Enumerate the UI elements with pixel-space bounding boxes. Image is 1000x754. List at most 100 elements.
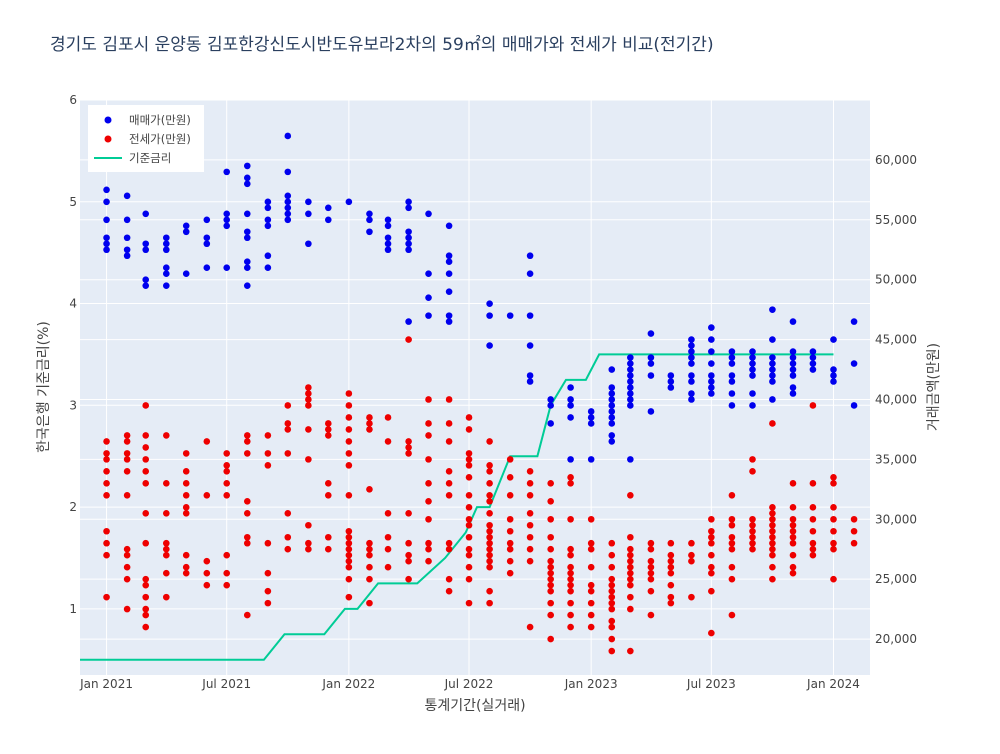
jeonse-point: [142, 605, 150, 613]
jeonse-point: [182, 450, 190, 457]
jeonse-point: [728, 521, 736, 529]
jeonse-point: [384, 509, 392, 517]
jeonse-point: [547, 480, 554, 487]
jeonse-point: [506, 569, 514, 577]
sale-point: [587, 408, 595, 415]
sale-point: [366, 228, 373, 236]
legend-label-jeonse: 전세가(만원): [129, 132, 191, 146]
sale-point: [243, 180, 251, 188]
sale-point: [405, 234, 412, 242]
sale-point: [445, 222, 453, 230]
jeonse-point: [345, 575, 353, 583]
jeonse-point: [547, 581, 554, 589]
sale-point: [384, 234, 392, 242]
y-right-tick-label: 25,000: [875, 572, 917, 586]
sale-point: [627, 354, 634, 361]
jeonse-point: [708, 533, 715, 541]
jeonse-point: [264, 539, 272, 547]
jeonse-point: [345, 551, 353, 559]
sale-point: [789, 390, 797, 397]
jeonse-point: [769, 545, 776, 553]
jeonse-point: [526, 468, 534, 475]
jeonse-point: [667, 599, 675, 607]
jeonse-point: [667, 557, 675, 565]
jeonse-point: [486, 521, 493, 529]
sale-point: [769, 372, 776, 379]
sale-point: [243, 258, 251, 266]
jeonse-point: [486, 438, 493, 445]
jeonse-point: [465, 551, 473, 559]
jeonse-point: [749, 515, 756, 523]
sale-point: [203, 216, 211, 224]
sale-point: [103, 240, 110, 248]
sale-point: [223, 264, 231, 272]
jeonse-point: [486, 498, 493, 505]
sale-point: [405, 204, 412, 212]
rate-line: [80, 353, 834, 661]
sale-point: [526, 372, 534, 379]
sale-point: [123, 252, 131, 260]
jeonse-point: [809, 515, 817, 523]
y-right-tick-label: 20,000: [875, 632, 917, 646]
sale-point: [809, 354, 817, 361]
jeonse-point: [465, 450, 473, 457]
sale-point: [728, 348, 736, 355]
jeonse-point: [608, 599, 616, 607]
jeonse-point: [366, 545, 373, 553]
x-tick-label: Jan 2024: [806, 677, 860, 691]
jeonse-point: [667, 539, 675, 547]
sale-point: [708, 324, 715, 331]
jeonse-point: [425, 480, 432, 487]
sale-point: [850, 318, 858, 325]
jeonse-point: [223, 468, 231, 475]
sale-point: [728, 402, 736, 409]
jeonse-point: [345, 527, 353, 535]
jeonse-point: [728, 575, 736, 583]
sale-point: [587, 420, 595, 427]
jeonse-point: [465, 492, 473, 499]
sale-point: [830, 372, 837, 379]
jeonse-point: [830, 575, 837, 583]
sale-point: [223, 222, 231, 230]
jeonse-point: [830, 539, 837, 547]
jeonse-point: [789, 480, 797, 487]
jeonse-point: [345, 545, 353, 553]
sale-point: [608, 384, 616, 391]
sale-point: [708, 360, 715, 367]
sale-point: [243, 264, 251, 272]
jeonse-point: [567, 599, 574, 607]
jeonse-point: [123, 545, 131, 553]
sale-point: [627, 456, 634, 463]
sale-point: [182, 270, 190, 278]
jeonse-point: [243, 539, 251, 547]
jeonse-point: [345, 426, 353, 433]
jeonse-point: [465, 545, 473, 553]
sale-point: [728, 378, 736, 385]
jeonse-point: [708, 569, 715, 577]
jeonse-point: [587, 611, 595, 619]
sale-point: [526, 252, 534, 260]
jeonse-point: [506, 492, 514, 499]
jeonse-point: [769, 420, 776, 427]
jeonse-point: [647, 575, 655, 583]
jeonse-point: [789, 539, 797, 547]
sale-point: [284, 210, 292, 218]
sale-point: [425, 312, 432, 319]
sale-point: [405, 228, 412, 236]
jeonse-point: [647, 539, 655, 547]
jeonse-point: [809, 480, 817, 487]
jeonse-point: [445, 575, 453, 583]
sale-point: [425, 294, 432, 301]
jeonse-point: [366, 563, 373, 571]
jeonse-point: [728, 533, 736, 541]
sale-point: [567, 456, 574, 463]
sale-point: [809, 366, 817, 373]
sale-point: [305, 198, 312, 206]
jeonse-point: [465, 533, 473, 541]
jeonse-point: [647, 611, 655, 619]
sale-point: [789, 384, 797, 391]
jeonse-point: [123, 563, 131, 571]
jeonse-point: [789, 503, 797, 511]
sale-point: [284, 216, 292, 224]
